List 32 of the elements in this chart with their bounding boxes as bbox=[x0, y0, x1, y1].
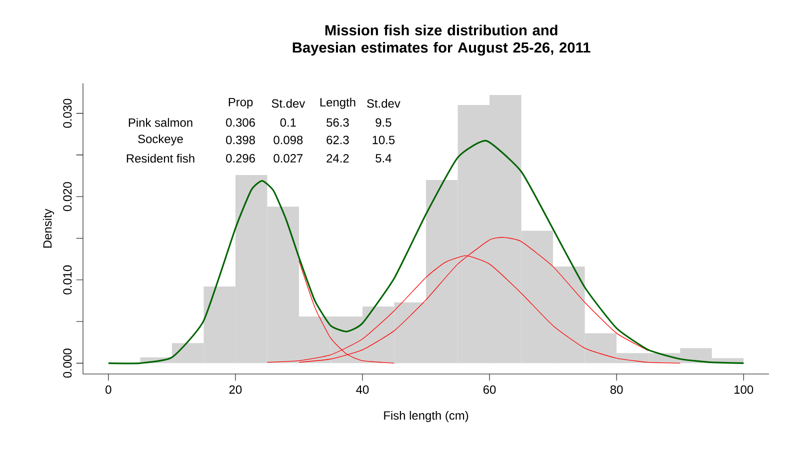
annotation: 62.3 bbox=[326, 136, 349, 144]
annotation: 24.2 bbox=[326, 154, 349, 162]
x-tick-label: 40 bbox=[356, 385, 369, 394]
x-axis-title: Fish length (cm) bbox=[384, 410, 468, 422]
annotation: 9.5 bbox=[376, 118, 392, 127]
annotation: St.dev bbox=[272, 98, 306, 108]
annotation: Resident fish bbox=[126, 154, 194, 163]
annotation: 56.3 bbox=[326, 118, 349, 127]
annotation: Prop bbox=[228, 98, 253, 109]
chart-title: Mission fish size distribution and Bayesian estimates for August 25-26, 2011 bbox=[292, 24, 590, 56]
y-tick-label: 0.030 bbox=[63, 98, 72, 128]
annotation: 0.398 bbox=[226, 136, 255, 144]
y-tick-label: 0.000 bbox=[63, 348, 72, 378]
y-axis-title: Density bbox=[42, 208, 54, 248]
x-tick-label: 20 bbox=[229, 385, 242, 394]
y-tick-label: 0.010 bbox=[63, 265, 72, 294]
x-tick-label: 0 bbox=[106, 385, 112, 394]
annotation: 0.027 bbox=[274, 154, 303, 163]
x-tick-label: 100 bbox=[734, 385, 754, 394]
annotation: 0.306 bbox=[226, 118, 255, 127]
y-tick-label: 0.020 bbox=[63, 182, 72, 212]
x-tick-label: 80 bbox=[610, 385, 623, 394]
annotation: 0.296 bbox=[226, 154, 255, 163]
annotation: 0.098 bbox=[274, 136, 303, 144]
annotation: 5.4 bbox=[376, 154, 392, 162]
annotation: St.dev bbox=[367, 98, 400, 108]
annotation: 0.1 bbox=[280, 118, 296, 127]
annotation: Sockeye bbox=[138, 134, 183, 146]
x-tick-label: 60 bbox=[483, 385, 496, 394]
annotation: Length bbox=[320, 98, 356, 109]
annotation: 10.5 bbox=[372, 136, 395, 144]
annotation: Pink salmon bbox=[128, 118, 192, 127]
